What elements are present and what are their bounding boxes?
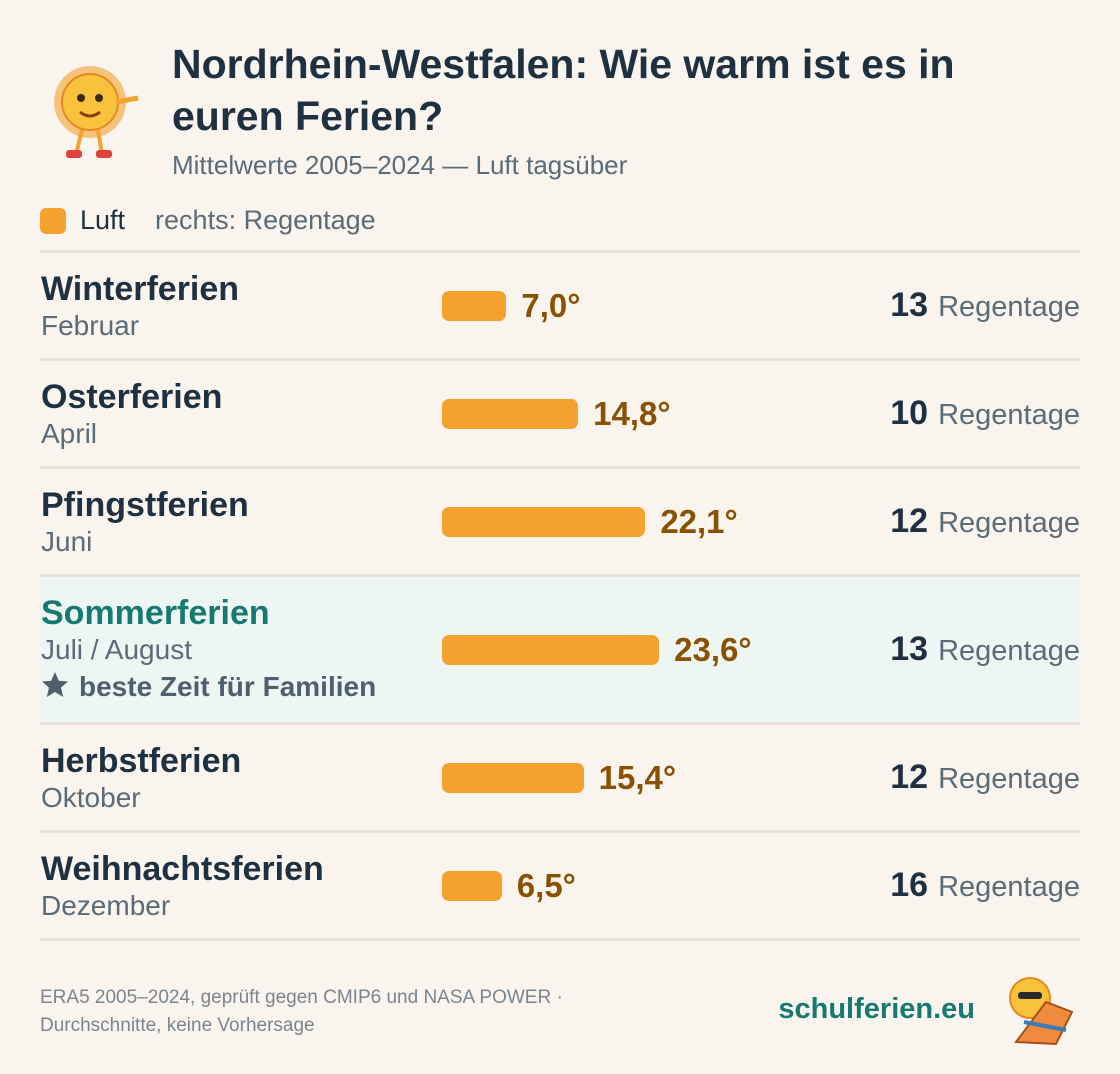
source-line: Durchschnitte, keine Vorhersage — [40, 1015, 315, 1036]
bar-area: 7,0° — [442, 287, 890, 325]
rain-days: 10 Regentage — [890, 394, 1080, 433]
rain-unit: Regentage — [938, 291, 1080, 323]
legend-label: Luft — [80, 205, 126, 235]
value-label: 15,4° — [598, 758, 677, 796]
bar-area: 23,6° — [442, 631, 890, 669]
rain-count: 13 — [890, 286, 929, 324]
row-label: Herbstferien Oktober — [40, 741, 442, 815]
separator — [40, 830, 1080, 833]
month-label: Juni — [41, 525, 93, 557]
category-name: Sommerferien — [41, 593, 270, 632]
category-name: Herbstferien — [41, 741, 242, 780]
category-name: Weihnachtsferien — [41, 849, 324, 888]
value-label: 22,1° — [660, 502, 738, 540]
rain-count: 16 — [890, 866, 929, 904]
bar — [442, 634, 660, 665]
rain-days: 16 Regentage — [890, 866, 1080, 905]
rain-days: 13 Regentage — [890, 286, 1080, 325]
bar-area: 15,4° — [442, 759, 890, 797]
bar — [442, 506, 646, 537]
row: Osterferien April 14,8° 10 Regentage — [40, 361, 1080, 466]
sun-mascot — [54, 66, 139, 158]
month-label: Juli / August — [41, 633, 192, 665]
separator — [40, 938, 1080, 941]
legend-note: rechts: Regentage — [155, 205, 376, 235]
bar — [442, 398, 579, 429]
bar — [442, 290, 507, 321]
chart-subtitle: Mittelwerte 2005–2024 — Luft tagsüber — [172, 150, 628, 180]
category-name: Pfingstferien — [41, 485, 249, 524]
legend: Luft rechts: Regentage — [40, 205, 376, 236]
row: Winterferien Februar 7,0° 13 Regentage — [40, 253, 1080, 358]
row-label: Pfingstferien Juni — [40, 485, 442, 559]
value-label: 14,8° — [593, 394, 671, 432]
row-label: Weihnachtsferien Dezember — [40, 849, 442, 923]
separator — [40, 574, 1080, 577]
star-icon — [42, 671, 68, 697]
rain-count: 10 — [890, 394, 929, 432]
separator — [40, 358, 1080, 361]
row-label: Sommerferien Juli / August beste Zeit für … — [40, 593, 442, 707]
month-label: Oktober — [41, 781, 141, 813]
row: Sommerferien Juli / August beste Zeit für … — [40, 577, 1080, 722]
highlight-text: beste Zeit für Familien — [79, 670, 377, 702]
row-label: Osterferien April — [40, 377, 442, 451]
month-label: Dezember — [41, 889, 171, 921]
source-note: ERA5 2005–2024, geprüft gegen CMIP6 und … — [40, 984, 740, 1040]
rain-days: 12 Regentage — [890, 758, 1080, 797]
value-label: 6,5° — [516, 866, 576, 904]
bar-area: 14,8° — [442, 395, 890, 433]
rain-unit: Regentage — [938, 399, 1080, 431]
row-label: Winterferien Februar — [40, 269, 442, 343]
bar-area: 22,1° — [442, 503, 890, 541]
category-name: Osterferien — [41, 377, 223, 416]
separator — [40, 250, 1080, 253]
month-label: April — [41, 417, 98, 449]
month-label: Februar — [41, 309, 140, 341]
rain-unit: Regentage — [938, 635, 1080, 667]
bar — [442, 762, 584, 793]
highlight-note: beste Zeit für Familien — [41, 667, 442, 707]
row: Herbstferien Oktober 15,4° 12 Regentage — [40, 725, 1080, 830]
rain-unit: Regentage — [938, 763, 1080, 795]
rain-count: 13 — [890, 630, 929, 668]
separator — [40, 466, 1080, 469]
source-line: ERA5 2005–2024, geprüft gegen CMIP6 und … — [40, 987, 563, 1008]
row: Weihnachtsferien Dezember 6,5° 16 Regentage — [40, 833, 1080, 938]
rain-count: 12 — [890, 502, 929, 540]
bar-area: 6,5° — [442, 867, 890, 905]
rain-days: 13 Regentage — [890, 630, 1080, 669]
separator — [40, 722, 1080, 725]
row: Pfingstferien Juni 22,1° 12 Regentage — [40, 469, 1080, 574]
rain-unit: Regentage — [938, 871, 1080, 903]
rain-unit: Regentage — [938, 507, 1080, 539]
chart-title: Nordrhein-Westfalen: Wie warm ist es in … — [172, 41, 955, 139]
category-name: Winterferien — [41, 269, 240, 308]
legend-swatch — [40, 207, 66, 234]
rain-count: 12 — [890, 758, 929, 796]
sun-deckchair — [1009, 977, 1074, 1046]
bar — [442, 870, 502, 901]
value-label: 7,0° — [521, 286, 581, 324]
rain-days: 12 Regentage — [890, 502, 1080, 541]
brand: schulferien.eu — [778, 993, 975, 1025]
value-label: 23,6° — [674, 630, 752, 668]
